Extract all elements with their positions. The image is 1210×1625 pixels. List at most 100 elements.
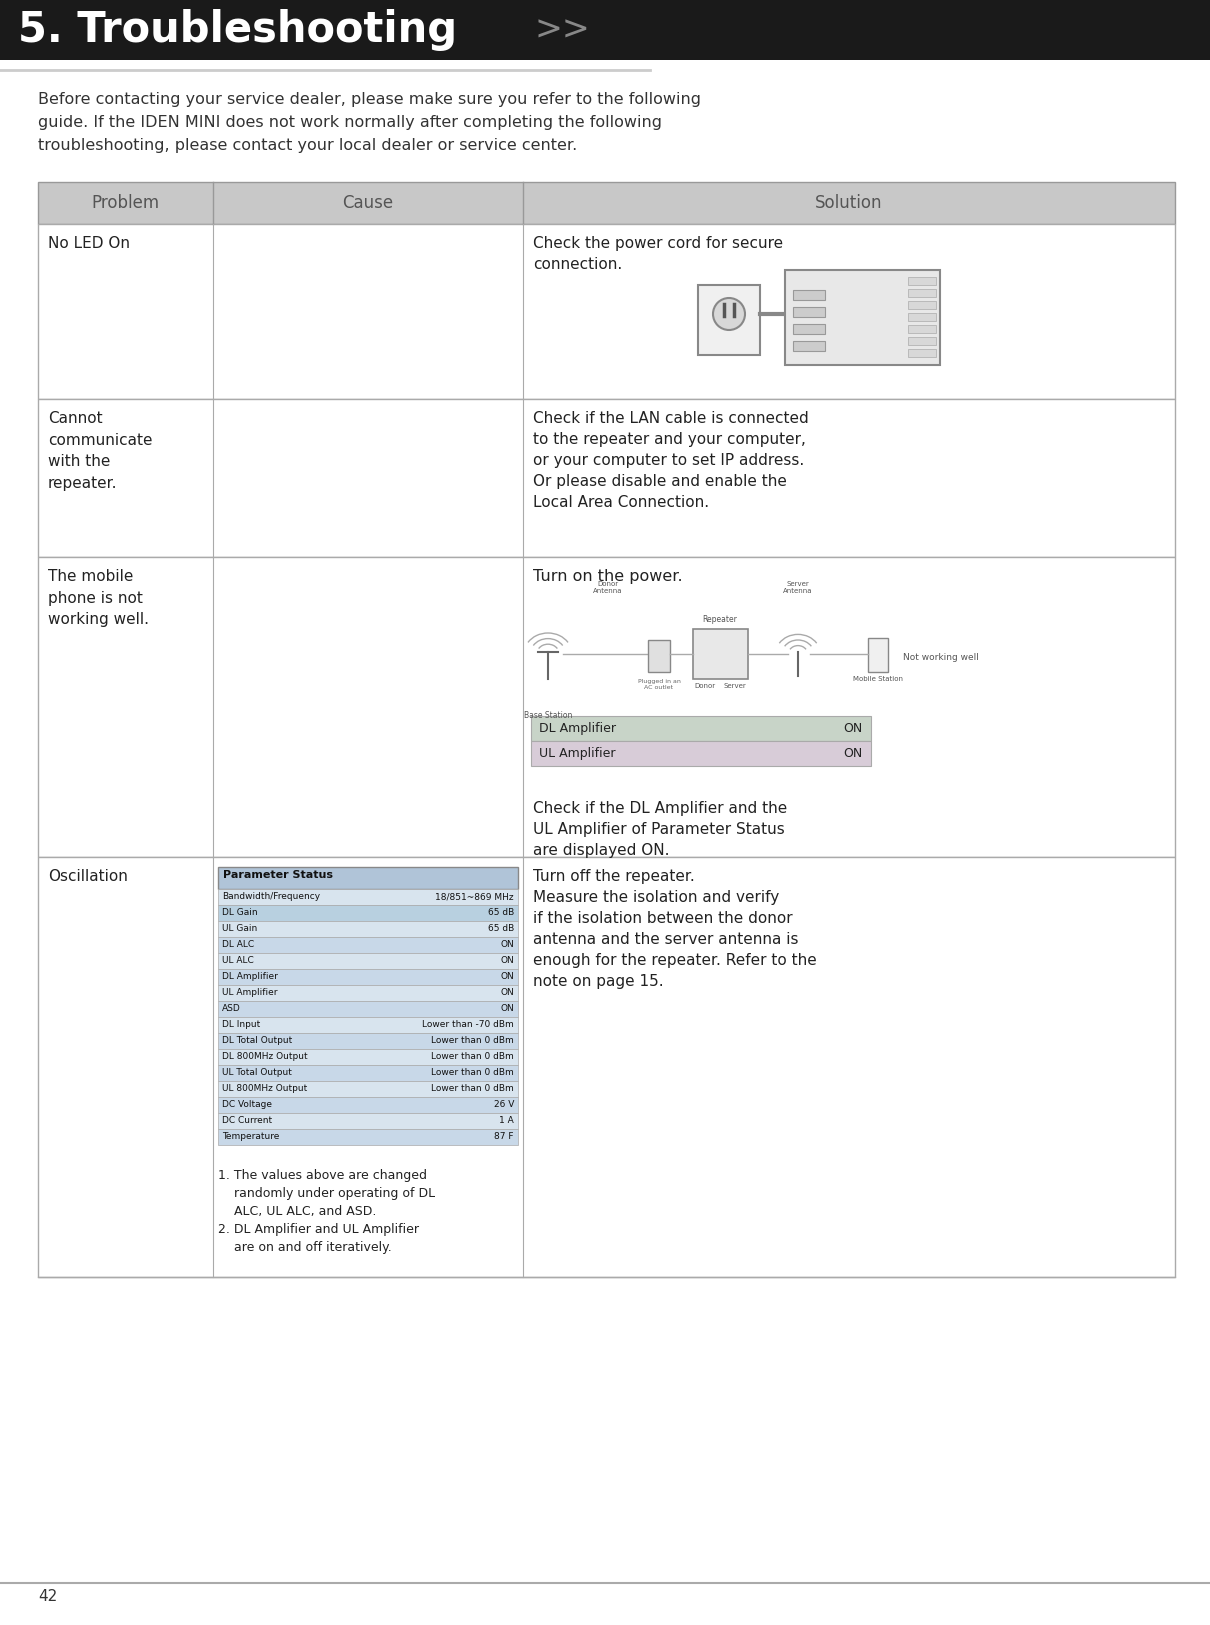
Text: Temperature: Temperature bbox=[221, 1133, 280, 1141]
Text: DL Total Output: DL Total Output bbox=[221, 1037, 293, 1045]
Text: ON: ON bbox=[500, 956, 514, 965]
Text: Lower than -70 dBm: Lower than -70 dBm bbox=[422, 1020, 514, 1029]
Bar bbox=[218, 1034, 518, 1050]
Text: Donor: Donor bbox=[695, 682, 715, 689]
Bar bbox=[908, 276, 937, 284]
Text: Donor
Antenna: Donor Antenna bbox=[593, 582, 623, 595]
Text: UL Gain: UL Gain bbox=[221, 925, 258, 933]
Text: Parameter Status: Parameter Status bbox=[223, 869, 333, 881]
Text: ASD: ASD bbox=[221, 1004, 241, 1012]
Text: Cannot
communicate
with the
repeater.: Cannot communicate with the repeater. bbox=[48, 411, 152, 491]
Text: DL Amplifier: DL Amplifier bbox=[221, 972, 278, 982]
Text: Check if the LAN cable is connected
to the repeater and your computer,
or your c: Check if the LAN cable is connected to t… bbox=[532, 411, 808, 510]
Bar bbox=[693, 629, 748, 679]
Text: Lower than 0 dBm: Lower than 0 dBm bbox=[431, 1051, 514, 1061]
Bar bbox=[218, 1129, 518, 1146]
Text: Before contacting your service dealer, please make sure you refer to the followi: Before contacting your service dealer, p… bbox=[38, 93, 701, 153]
Bar bbox=[908, 314, 937, 322]
Bar bbox=[0, 0, 1210, 60]
Text: Problem: Problem bbox=[92, 193, 160, 211]
Bar bbox=[218, 1097, 518, 1113]
Text: Check the power cord for secure
connection.: Check the power cord for secure connecti… bbox=[532, 236, 783, 271]
Text: DL Gain: DL Gain bbox=[221, 908, 258, 916]
Bar bbox=[218, 938, 518, 952]
Text: Mobile Station: Mobile Station bbox=[853, 676, 903, 682]
Text: 65 dB: 65 dB bbox=[488, 925, 514, 933]
Bar bbox=[793, 341, 825, 351]
Bar bbox=[218, 1017, 518, 1034]
Bar bbox=[908, 336, 937, 344]
Text: 1. The values above are changed
    randomly under operating of DL
    ALC, UL A: 1. The values above are changed randomly… bbox=[218, 1168, 436, 1254]
Text: 42: 42 bbox=[38, 1589, 57, 1604]
Text: or: or bbox=[532, 717, 549, 731]
Text: ON: ON bbox=[500, 972, 514, 982]
Bar bbox=[38, 856, 1175, 1277]
Bar bbox=[793, 323, 825, 335]
Text: UL ALC: UL ALC bbox=[221, 956, 254, 965]
Bar bbox=[218, 1064, 518, 1081]
Bar bbox=[218, 868, 518, 889]
Text: The mobile
phone is not
working well.: The mobile phone is not working well. bbox=[48, 569, 149, 627]
Text: ON: ON bbox=[843, 722, 863, 734]
Bar bbox=[531, 717, 871, 741]
Bar bbox=[218, 905, 518, 921]
Text: Oscillation: Oscillation bbox=[48, 869, 128, 884]
Bar bbox=[38, 224, 1175, 400]
Text: Not working well: Not working well bbox=[903, 653, 979, 663]
Bar bbox=[218, 1113, 518, 1129]
Text: Cause: Cause bbox=[342, 193, 393, 211]
Text: Bandwidth/Frequency: Bandwidth/Frequency bbox=[221, 892, 321, 900]
Text: ON: ON bbox=[500, 988, 514, 998]
Text: Check if the DL Amplifier and the
UL Amplifier of Parameter Status
are displayed: Check if the DL Amplifier and the UL Amp… bbox=[532, 801, 788, 858]
Bar bbox=[531, 741, 871, 765]
Text: DL Amplifier: DL Amplifier bbox=[538, 722, 616, 734]
Bar bbox=[908, 349, 937, 358]
Text: 87 F: 87 F bbox=[495, 1133, 514, 1141]
Bar bbox=[698, 284, 760, 354]
Bar bbox=[218, 921, 518, 938]
Text: Lower than 0 dBm: Lower than 0 dBm bbox=[431, 1068, 514, 1077]
Text: DL ALC: DL ALC bbox=[221, 939, 254, 949]
Bar bbox=[793, 307, 825, 317]
Circle shape bbox=[713, 297, 745, 330]
Text: UL 800MHz Output: UL 800MHz Output bbox=[221, 1084, 307, 1094]
Text: DL Input: DL Input bbox=[221, 1020, 260, 1029]
Text: DC Voltage: DC Voltage bbox=[221, 1100, 272, 1108]
Text: DC Current: DC Current bbox=[221, 1116, 272, 1124]
Bar bbox=[218, 968, 518, 985]
Text: ON: ON bbox=[500, 1004, 514, 1012]
Text: UL Total Output: UL Total Output bbox=[221, 1068, 292, 1077]
Text: No LED On: No LED On bbox=[48, 236, 129, 250]
Text: 65 dB: 65 dB bbox=[488, 908, 514, 916]
Bar bbox=[218, 1081, 518, 1097]
Text: Solution: Solution bbox=[816, 193, 883, 211]
Bar bbox=[38, 182, 1175, 224]
Text: 26 V: 26 V bbox=[494, 1100, 514, 1108]
Text: 1 A: 1 A bbox=[500, 1116, 514, 1124]
Text: Turn on the power.: Turn on the power. bbox=[532, 569, 682, 583]
Text: 18/851~869 MHz: 18/851~869 MHz bbox=[436, 892, 514, 900]
Text: UL Amplifier: UL Amplifier bbox=[221, 988, 277, 998]
Bar bbox=[649, 640, 670, 673]
Text: 5. Troubleshooting: 5. Troubleshooting bbox=[18, 10, 457, 50]
Bar bbox=[38, 557, 1175, 856]
Text: Turn off the repeater.
Measure the isolation and verify
if the isolation between: Turn off the repeater. Measure the isola… bbox=[532, 869, 817, 990]
Bar bbox=[908, 325, 937, 333]
Text: ON: ON bbox=[843, 748, 863, 760]
Text: DL 800MHz Output: DL 800MHz Output bbox=[221, 1051, 307, 1061]
Text: Lower than 0 dBm: Lower than 0 dBm bbox=[431, 1037, 514, 1045]
Bar bbox=[218, 1001, 518, 1017]
Bar bbox=[785, 270, 940, 366]
Bar bbox=[908, 289, 937, 297]
Text: UL Amplifier: UL Amplifier bbox=[538, 748, 616, 760]
Text: Base Station: Base Station bbox=[524, 712, 572, 720]
Text: >>: >> bbox=[535, 13, 590, 47]
Bar bbox=[218, 952, 518, 968]
Bar bbox=[218, 889, 518, 905]
Text: Plugged in an
AC outlet: Plugged in an AC outlet bbox=[638, 679, 680, 689]
Text: ON: ON bbox=[500, 939, 514, 949]
Bar bbox=[868, 639, 888, 673]
Bar bbox=[218, 1050, 518, 1064]
Text: Server: Server bbox=[724, 682, 747, 689]
Bar bbox=[793, 289, 825, 301]
